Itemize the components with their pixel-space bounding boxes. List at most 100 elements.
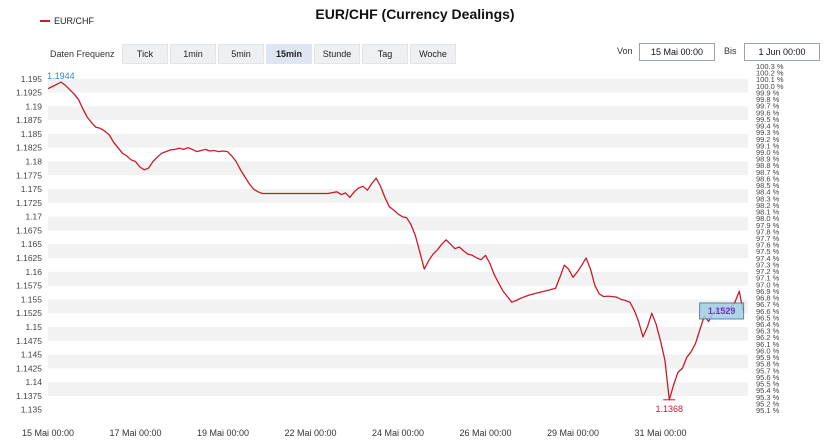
grid-band <box>48 106 748 121</box>
grid-band <box>48 216 748 231</box>
right-scale-label: 97.6 % <box>756 241 780 250</box>
right-scale-label: 98.7 % <box>756 168 780 177</box>
y-tick-label: 1.145 <box>21 350 43 360</box>
right-scale-label: 99.7 % <box>756 102 780 111</box>
right-scale-label: 95.3 % <box>756 393 780 402</box>
grid-band <box>48 189 748 203</box>
x-tick-label: 17 Mai 00:00 <box>109 428 161 438</box>
y-tick-label: 1.135 <box>21 405 43 415</box>
right-scale-label: 97.9 % <box>756 221 780 230</box>
right-scale-label: 99.3 % <box>756 128 780 137</box>
right-scale-label: 98.9 % <box>756 155 780 164</box>
right-scale-label: 99.2 % <box>756 135 780 144</box>
from-label: Von <box>617 46 633 56</box>
frequency-tick-button[interactable]: Tick <box>122 44 168 64</box>
y-tick-label: 1.16 <box>25 267 42 277</box>
y-tick-label: 1.1425 <box>16 363 42 373</box>
y-tick-label: 1.165 <box>21 239 43 249</box>
right-scale-label: 100.2 % <box>756 69 784 78</box>
to-date-input[interactable]: 1 Jun 00:00 <box>744 43 820 61</box>
right-scale-label: 95.9 % <box>756 353 780 362</box>
right-scale-label: 96.5 % <box>756 313 780 322</box>
x-tick-label: 29 Mai 00:00 <box>547 428 599 438</box>
right-scale-label: 97.2 % <box>756 267 780 276</box>
right-scale-label: 96.9 % <box>756 287 780 296</box>
x-tick-label: 19 Mai 00:00 <box>197 428 249 438</box>
frequency-stunde-button[interactable]: Stunde <box>314 44 360 64</box>
right-scale-label: 97.4 % <box>756 254 780 263</box>
legend-series-label: EUR/CHF <box>54 16 94 26</box>
right-scale-label: 98.6 % <box>756 174 780 183</box>
legend-swatch <box>40 20 50 22</box>
right-scale-label: 99.8 % <box>756 95 780 104</box>
right-scale-label: 96.7 % <box>756 300 780 309</box>
chart-title: EUR/CHF (Currency Dealings) <box>315 6 515 22</box>
grid-band <box>48 161 748 176</box>
right-scale-label: 96.1 % <box>756 340 780 349</box>
right-scale-label: 96.8 % <box>756 294 780 303</box>
high-value-label: 1.1944 <box>47 71 75 81</box>
right-scale-label: 100.0 % <box>756 82 784 91</box>
frequency-tag-button[interactable]: Tag <box>362 44 408 64</box>
frequency-5min-button[interactable]: 5min <box>218 44 264 64</box>
x-tick-label: 15 Mai 00:00 <box>22 428 74 438</box>
right-scale-label: 97.0 % <box>756 280 780 289</box>
right-scale-label: 99.9 % <box>756 88 780 97</box>
x-tick-label: 26 Mai 00:00 <box>459 428 511 438</box>
grid-band <box>48 133 748 148</box>
from-date-input[interactable]: 15 Mai 00:00 <box>639 43 715 61</box>
right-scale-label: 97.5 % <box>756 247 780 256</box>
y-tick-label: 1.14 <box>25 377 42 387</box>
right-scale-label: 99.1 % <box>756 141 780 150</box>
right-scale-label: 96.3 % <box>756 327 780 336</box>
right-scale-label: 98.3 % <box>756 194 780 203</box>
y-tick-label: 1.1525 <box>16 308 42 318</box>
right-scale-label: 100.3 % <box>756 62 784 71</box>
y-tick-label: 1.1675 <box>16 225 42 235</box>
grid-band <box>48 354 748 369</box>
right-scale-label: 96.0 % <box>756 346 780 355</box>
y-tick-label: 1.1925 <box>16 88 42 98</box>
right-scale-label: 97.3 % <box>756 260 780 269</box>
right-scale-label: 95.5 % <box>756 380 780 389</box>
right-scale-label: 96.4 % <box>756 320 780 329</box>
last-value-label: 1.1529 <box>708 306 736 316</box>
right-scale-label: 96.6 % <box>756 307 780 316</box>
right-scale-label: 100.1 % <box>756 75 784 84</box>
right-scale-label: 95.2 % <box>756 399 780 408</box>
right-scale-label: 97.8 % <box>756 227 780 236</box>
x-tick-label: 31 Mai 00:00 <box>634 428 686 438</box>
y-tick-label: 1.1575 <box>16 281 42 291</box>
y-tick-label: 1.185 <box>21 129 43 139</box>
right-scale-label: 95.6 % <box>756 373 780 382</box>
y-tick-label: 1.15 <box>25 322 42 332</box>
frequency-woche-button[interactable]: Woche <box>410 44 456 64</box>
right-scale-label: 98.4 % <box>756 188 780 197</box>
right-scale-label: 95.4 % <box>756 386 780 395</box>
y-tick-label: 1.1875 <box>16 115 42 125</box>
right-scale-label: 99.4 % <box>756 122 780 131</box>
y-tick-label: 1.175 <box>21 184 43 194</box>
y-tick-label: 1.1375 <box>16 391 42 401</box>
frequency-1min-button[interactable]: 1min <box>170 44 216 64</box>
frequency-15min-button[interactable]: 15min <box>266 44 312 64</box>
right-scale-label: 96.2 % <box>756 333 780 342</box>
right-scale-label: 98.0 % <box>756 214 780 223</box>
series-line <box>47 81 745 401</box>
y-tick-label: 1.155 <box>21 294 43 304</box>
frequency-label: Daten Frequenz <box>50 49 115 59</box>
x-tick-label: 22 Mai 00:00 <box>284 428 336 438</box>
frequency-selector: Tick 1min 5min 15min Stunde Tag Woche <box>122 44 458 64</box>
last-value-box <box>699 302 745 320</box>
x-tick-label: 24 Mai 00:00 <box>372 428 424 438</box>
right-scale-label: 98.5 % <box>756 181 780 190</box>
grid-band <box>48 271 748 286</box>
right-scale-label: 99.0 % <box>756 148 780 157</box>
y-tick-label: 1.195 <box>21 74 43 84</box>
right-scale-label: 98.1 % <box>756 208 780 217</box>
right-scale-label: 98.8 % <box>756 161 780 170</box>
grid-band <box>48 382 748 396</box>
low-value-label: 1.1368 <box>655 404 683 414</box>
to-label: Bis <box>724 46 737 56</box>
